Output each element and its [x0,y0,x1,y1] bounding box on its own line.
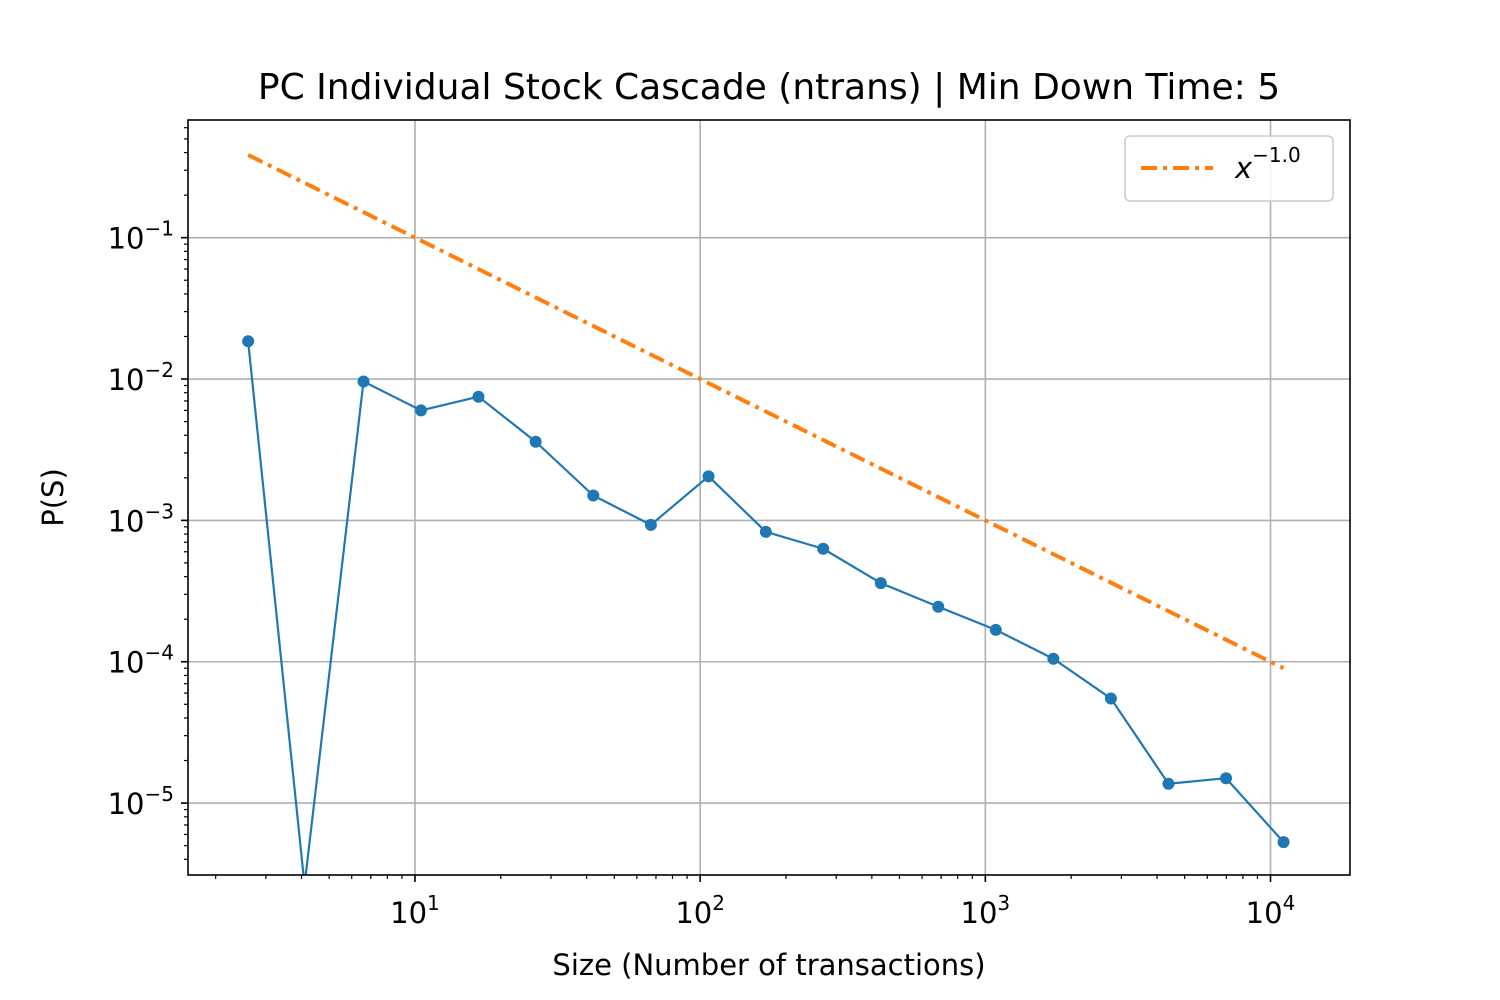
x-axis-label: Size (Number of transactions) [552,948,985,982]
x-tick-label-exponent: 1 [427,891,440,915]
x-tick-label-base: 10 [675,896,712,930]
x-tick-label-base: 10 [390,896,427,930]
data-point [1047,652,1060,665]
x-tick-label: 102 [675,891,725,930]
legend-box [1124,135,1334,202]
series-2 [247,153,1285,671]
y-tick-label-base: 10 [108,787,145,821]
data-point [644,518,657,531]
series-1 [242,335,1290,875]
x-tick-label-base: 10 [1246,896,1283,930]
y-tick-label-exponent: −4 [145,641,174,665]
x-tick-label-base: 10 [961,896,998,930]
legend-label-exponent: −1.0 [1252,143,1301,167]
data-point [415,404,428,417]
y-axis-label: P(S) [36,468,70,527]
y-tick-label: 10−4 [108,641,174,680]
data-point [529,435,542,448]
y-tick-label: 10−3 [108,499,174,538]
x-tick-label: 104 [1246,891,1296,930]
data-point [1220,772,1233,785]
data-point [242,335,255,348]
x-tick-label-exponent: 3 [997,891,1010,915]
legend-label: x−1.0 [1234,143,1301,185]
series-layer [242,153,1290,875]
x-tick-label: 103 [961,891,1011,930]
x-tick-label: 101 [390,891,440,930]
y-tick-label-exponent: −1 [145,217,174,241]
y-tick-label: 10−5 [108,782,174,821]
y-tick-label-base: 10 [108,646,145,680]
data-point [357,375,370,388]
data-point [472,390,485,403]
data-point [1277,836,1290,849]
reference-line [247,153,1285,671]
y-tick-label: 10−2 [108,358,174,397]
legend: x−1.0 [1124,135,1334,202]
y-tick-label-exponent: −3 [145,499,174,523]
x-tick-label-exponent: 4 [1283,891,1296,915]
y-tick-label-base: 10 [108,222,145,256]
plot-frame [187,119,1351,876]
y-tick-label-base: 10 [108,504,145,538]
data-point [759,525,772,538]
data-point [1104,692,1117,705]
grid [188,120,1350,875]
y-tick-label: 10−1 [108,217,174,256]
y-tick-label-base: 10 [108,363,145,397]
axis-ticks [181,127,1272,882]
data-point [932,600,945,613]
y-tick-label-exponent: −5 [145,782,174,806]
data-point [702,470,715,483]
y-tick-label-exponent: −2 [145,358,174,382]
data-point [989,623,1002,636]
x-tick-label-exponent: 2 [712,891,725,915]
data-point [1162,777,1175,790]
data-point [874,577,887,590]
legend-label-base: x [1234,151,1253,185]
data-point [817,542,830,555]
data-point [587,489,600,502]
chart-title: PC Individual Stock Cascade (ntrans) | M… [258,67,1280,108]
